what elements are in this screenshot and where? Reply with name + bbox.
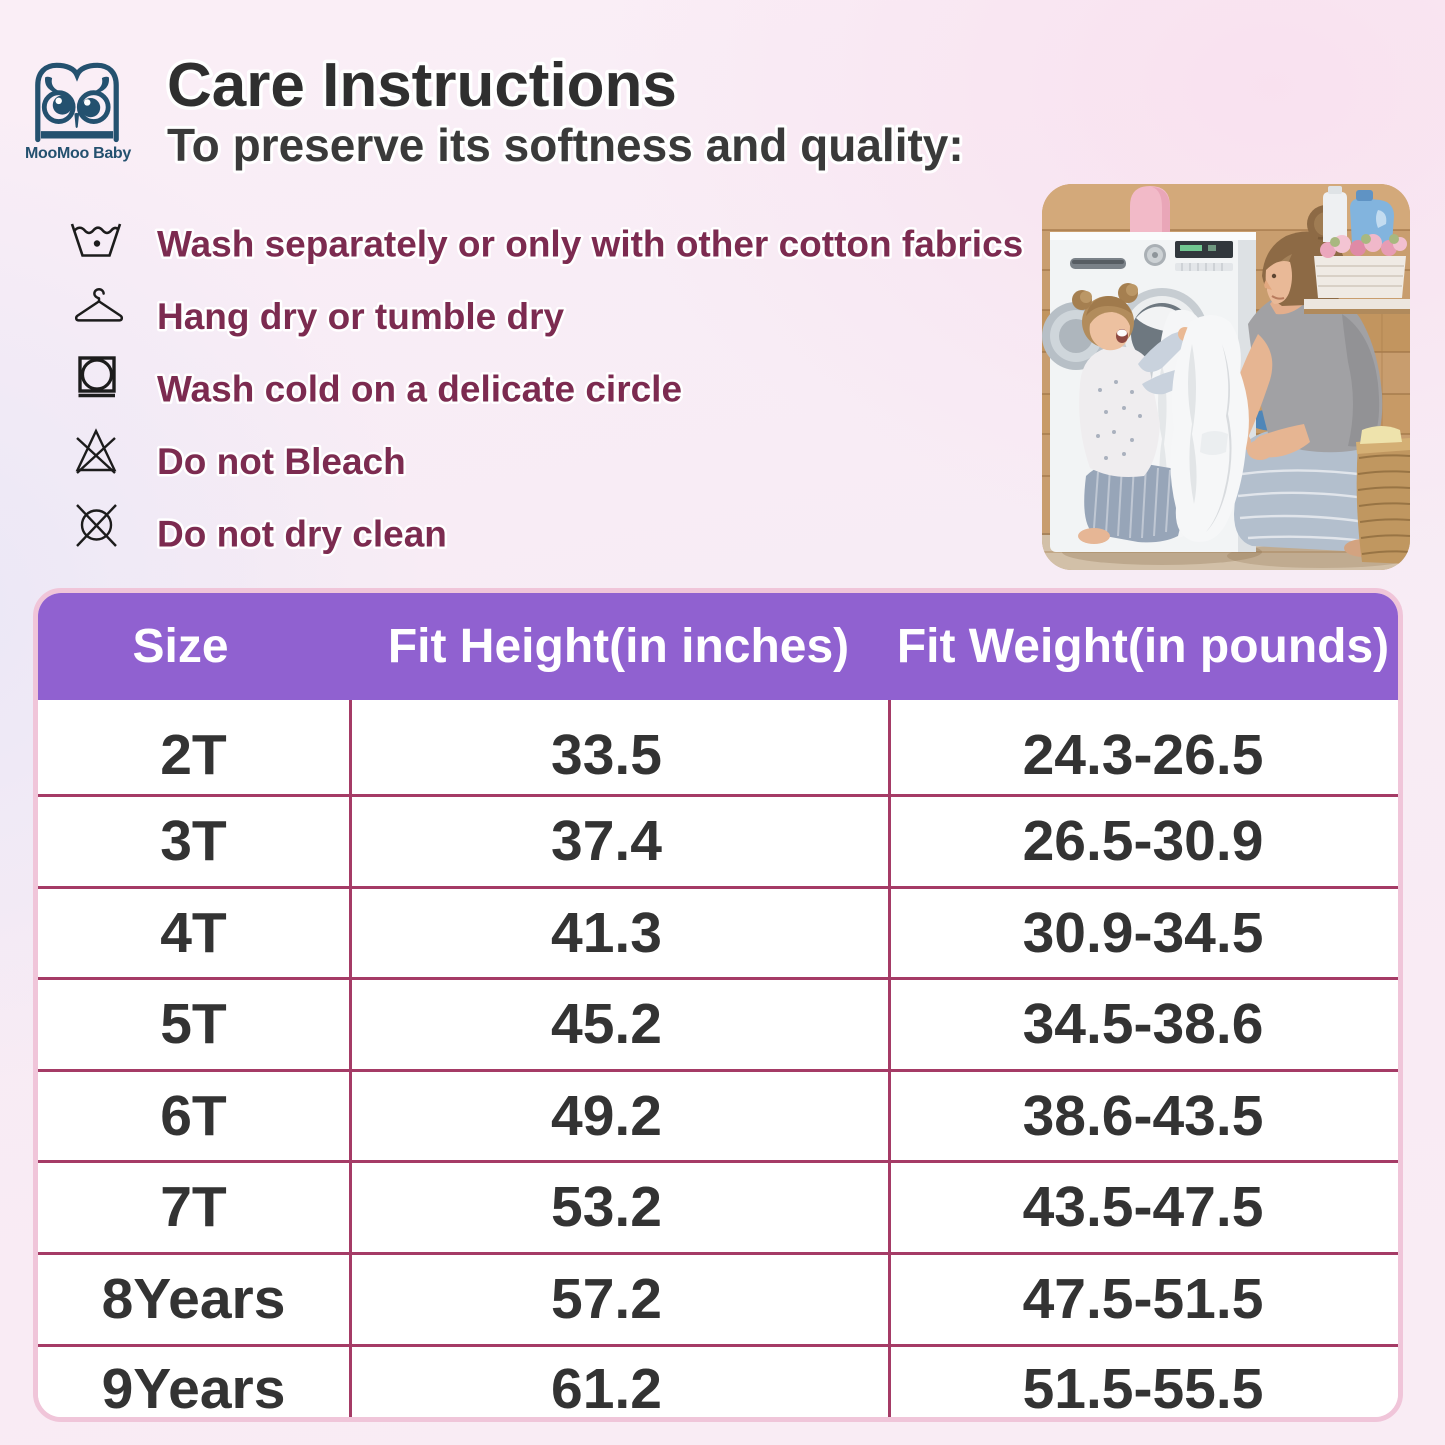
svg-text:Do not dry clean: Do not dry clean bbox=[157, 514, 447, 555]
svg-text:Care Instructions: Care Instructions bbox=[167, 51, 677, 120]
svg-text:Do not Bleach: Do not Bleach bbox=[157, 441, 406, 482]
svg-text:Wash cold on a delicate circle: Wash cold on a delicate circle bbox=[157, 369, 682, 410]
svg-text:To preserve its softness and q: To preserve its softness and quality: bbox=[167, 119, 964, 171]
svg-text:Hang dry or tumble dry: Hang dry or tumble dry bbox=[157, 296, 564, 337]
svg-text:Wash separately or only with o: Wash separately or only with other cotto… bbox=[157, 224, 1023, 265]
